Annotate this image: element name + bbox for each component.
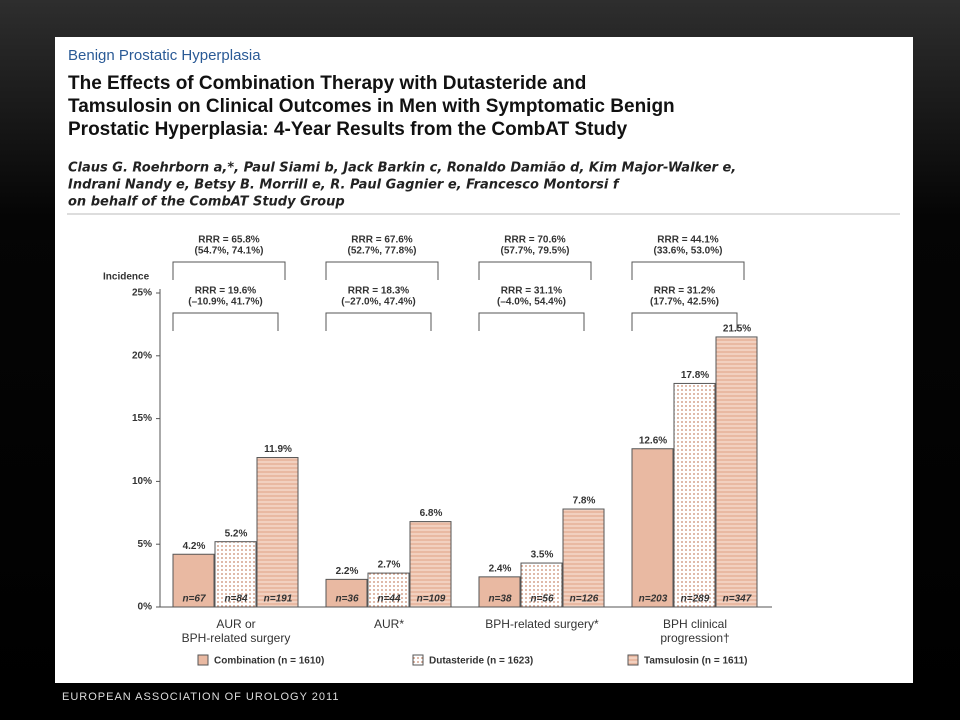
n-label: n=109 [417,594,446,605]
bracket-ci: (–27.0%, 47.4%) [341,297,416,308]
bracket [631,312,738,331]
value-label: 11.9% [264,444,292,455]
bracket-label: RRR = 67.6% [351,235,413,246]
bracket-ci: (57.7%, 79.5%) [501,246,570,257]
legend-swatch [197,654,209,666]
bracket-ci: (–10.9%, 41.7%) [188,297,263,308]
section: Benign Prostatic Hyperplasia [68,47,261,64]
bracket-label: RRR = 44.1% [657,235,719,246]
legend-label: Dutasteride (n = 1623) [429,656,533,667]
value-label: 17.8% [681,370,709,381]
n-label: n=56 [530,594,554,605]
bar [256,457,299,608]
n-label: n=289 [681,594,710,605]
n-label: n=126 [570,594,599,605]
value-label: 2.4% [489,563,512,574]
y-tick-label: 15% [132,413,152,424]
bracket [478,312,585,331]
title-line: The Effects of Combination Therapy with … [68,73,586,94]
y-tick-label: 5% [138,539,153,550]
value-label: 2.7% [378,560,401,571]
bracket-label: RRR = 31.1% [501,286,563,297]
bracket [478,261,592,280]
bracket-label: RRR = 31.2% [654,286,716,297]
bracket-ci: (52.7%, 77.8%) [348,246,417,257]
bracket-ci: (54.7%, 74.1%) [195,246,264,257]
bar [325,578,368,608]
bar [673,382,716,608]
n-label: n=191 [264,594,293,605]
bracket [631,261,745,280]
bar [409,521,452,608]
value-label: 4.2% [183,541,206,552]
footer: EUROPEAN ASSOCIATION OF UROLOGY 2011 [62,691,339,703]
authors: Claus G. Roehrborn a,*, Paul Siami b, Ja… [68,161,736,176]
bar [562,508,605,608]
bar [214,541,257,608]
y-label: Incidence [103,272,150,283]
legend-swatch [412,654,424,666]
x-tick-label: AUR or BPH-related surgery [182,617,291,645]
n-label: n=44 [377,594,401,605]
authors: on behalf of the CombAT Study Group [68,195,345,210]
authors: Indrani Nandy e, Betsy B. Morrill e, R. … [68,178,621,193]
bracket [172,312,279,331]
n-label: n=203 [639,594,668,605]
bracket [325,312,432,331]
title-line: Prostatic Hyperplasia: 4-Year Results fr… [68,119,628,140]
y-tick-label: 25% [132,288,152,299]
legend-swatch [627,654,639,666]
n-label: n=84 [224,594,248,605]
value-label: 6.8% [420,508,443,519]
bar [172,553,215,608]
y-tick-label: 20% [132,350,152,361]
title-line: Tamsulosin on Clinical Outcomes in Men w… [68,96,675,117]
n-label: n=347 [723,594,752,605]
value-label: 3.5% [531,550,554,561]
y-tick-label: 0% [138,602,153,613]
n-label: n=67 [182,594,206,605]
bracket-label: RRR = 19.6% [195,286,257,297]
x-tick-label: AUR* [374,617,404,631]
bar [478,576,521,608]
bracket [172,261,286,280]
n-label: n=38 [488,594,512,605]
bar [631,448,674,608]
legend-label: Tamsulosin (n = 1611) [644,656,747,667]
bar [520,562,563,608]
x-tick-label: BPH-related surgery* [485,617,599,631]
bracket-label: RRR = 18.3% [348,286,410,297]
x-tick-label: BPH clinical progression† [660,617,729,645]
bracket-label: RRR = 65.8% [198,235,260,246]
bracket-ci: (–4.0%, 54.4%) [497,297,566,308]
bar [715,336,758,608]
value-label: 7.8% [573,496,596,507]
y-tick-label: 10% [132,476,152,487]
value-label: 2.2% [336,566,359,577]
legend-label: Combination (n = 1610) [214,656,324,667]
value-label: 5.2% [225,528,248,539]
bar [367,572,410,608]
bracket-ci: (17.7%, 42.5%) [650,297,719,308]
bracket-ci: (33.6%, 53.0%) [654,246,723,257]
n-label: n=36 [335,594,359,605]
bracket-label: RRR = 70.6% [504,235,566,246]
bracket [325,261,439,280]
value-label: 12.6% [639,435,667,446]
